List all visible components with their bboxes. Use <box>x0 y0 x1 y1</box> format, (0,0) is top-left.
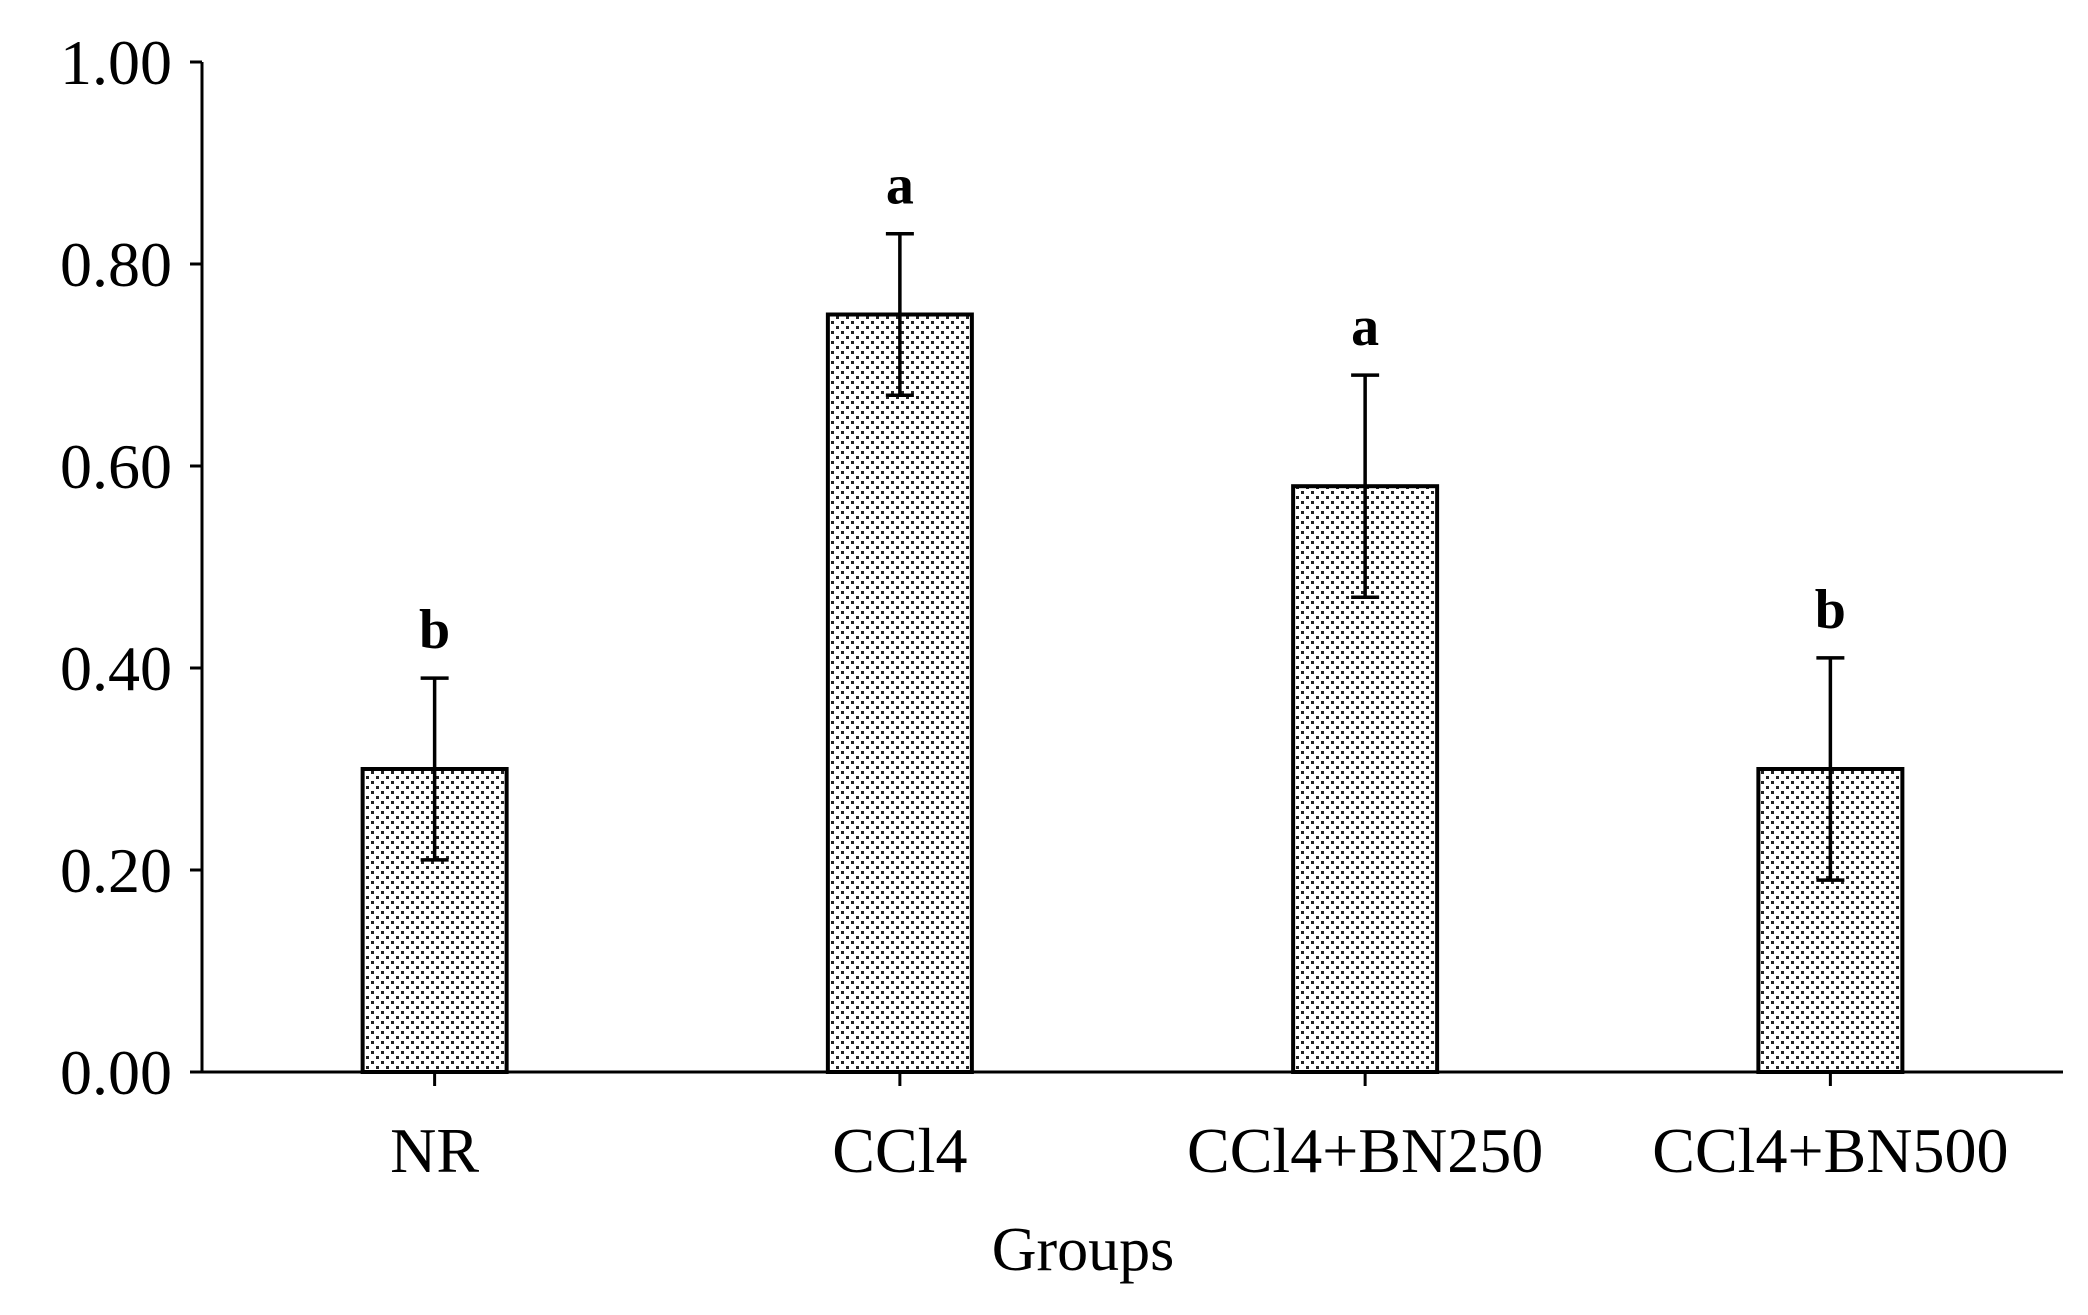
x-category-label: CCl4+BN250 <box>1187 1115 1543 1186</box>
significance-letter: a <box>1351 296 1379 358</box>
y-tick-label: 0.80 <box>60 229 172 300</box>
x-category-label: CCl4+BN500 <box>1652 1115 2008 1186</box>
x-category-label: NR <box>390 1115 479 1186</box>
bar-ccl4 <box>825 312 974 1074</box>
y-tick-label: 0.20 <box>60 835 172 906</box>
significance-letter: b <box>419 599 450 661</box>
x-category-label: CCl4 <box>832 1115 967 1186</box>
y-tick-label: 1.00 <box>60 27 172 98</box>
x-axis-title: Groups <box>992 1216 1175 1284</box>
y-tick-label: 0.00 <box>60 1037 172 1108</box>
y-tick-label: 0.40 <box>60 633 172 704</box>
y-tick-label: 0.60 <box>60 431 172 502</box>
significance-letter: a <box>886 155 914 217</box>
significance-letter: b <box>1815 579 1846 641</box>
